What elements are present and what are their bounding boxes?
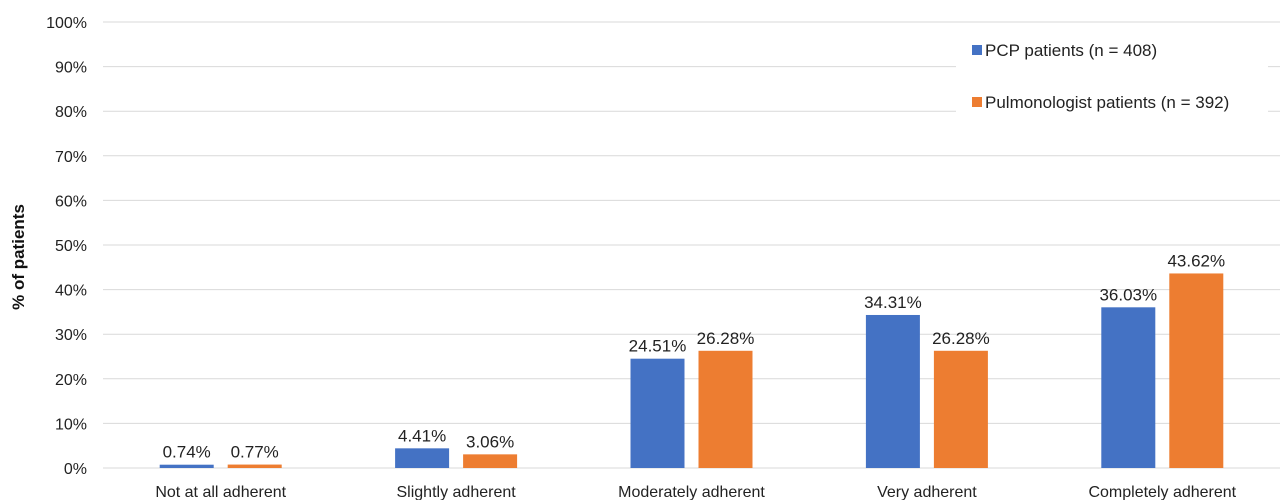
bar bbox=[463, 454, 518, 468]
y-tick-label: 90% bbox=[55, 60, 87, 77]
bar bbox=[698, 350, 753, 468]
x-category-label: Very adherent bbox=[877, 484, 977, 500]
data-label: 0.77% bbox=[231, 443, 279, 462]
y-tick-label: 40% bbox=[55, 283, 87, 300]
bar bbox=[1169, 273, 1224, 468]
x-category-label: Not at all adherent bbox=[155, 484, 286, 500]
legend-entry: PCP patients (n = 408) bbox=[985, 41, 1157, 60]
data-label: 34.31% bbox=[864, 293, 922, 312]
y-axis-title: % of patients bbox=[9, 204, 28, 310]
y-tick-label: 60% bbox=[55, 193, 87, 210]
data-label: 0.74% bbox=[163, 443, 211, 462]
legend-swatch bbox=[972, 45, 982, 55]
x-category-label: Moderately adherent bbox=[618, 484, 765, 500]
data-label: 24.51% bbox=[629, 337, 687, 356]
bar bbox=[1101, 307, 1156, 468]
y-tick-label: 50% bbox=[55, 238, 87, 255]
data-labels: 0.74% 0.77% 4.41% 3.06% 24.51% 26.28% 34.31% 26… bbox=[163, 251, 1226, 461]
data-label: 26.28% bbox=[932, 329, 990, 348]
y-tick-label: 20% bbox=[55, 372, 87, 389]
legend: PCP patients (n = 408) Pulmonologist pati… bbox=[956, 28, 1268, 128]
data-label: 3.06% bbox=[466, 432, 514, 451]
y-tick-label: 0% bbox=[64, 461, 87, 478]
legend-entry: Pulmonologist patients (n = 392) bbox=[985, 93, 1229, 112]
bar bbox=[395, 448, 450, 468]
bar bbox=[630, 358, 685, 468]
data-label: 26.28% bbox=[697, 329, 755, 348]
y-tick-label: 80% bbox=[55, 104, 87, 121]
y-tick-label: 10% bbox=[55, 416, 87, 433]
bar bbox=[159, 464, 214, 468]
bars bbox=[159, 273, 1224, 468]
y-tick-label: 30% bbox=[55, 327, 87, 344]
data-label: 4.41% bbox=[398, 426, 446, 445]
bar bbox=[865, 314, 920, 468]
legend-swatch bbox=[972, 97, 982, 107]
bar bbox=[933, 350, 988, 468]
data-label: 43.62% bbox=[1167, 251, 1225, 270]
x-category-label: Completely adherent bbox=[1088, 484, 1236, 500]
data-label: 36.03% bbox=[1099, 285, 1157, 304]
y-tick-label: 100% bbox=[46, 15, 87, 32]
x-category-label: Slightly adherent bbox=[397, 484, 517, 500]
y-axis-ticks: 0% 10% 20% 30% 40% 50% 60% 70% 80% 90% 100% bbox=[46, 15, 87, 478]
legend-background bbox=[956, 28, 1268, 128]
y-tick-label: 70% bbox=[55, 149, 87, 166]
x-axis-categories: Not at all adherent Slightly adherent Mode… bbox=[155, 484, 1236, 500]
bar bbox=[227, 464, 282, 468]
